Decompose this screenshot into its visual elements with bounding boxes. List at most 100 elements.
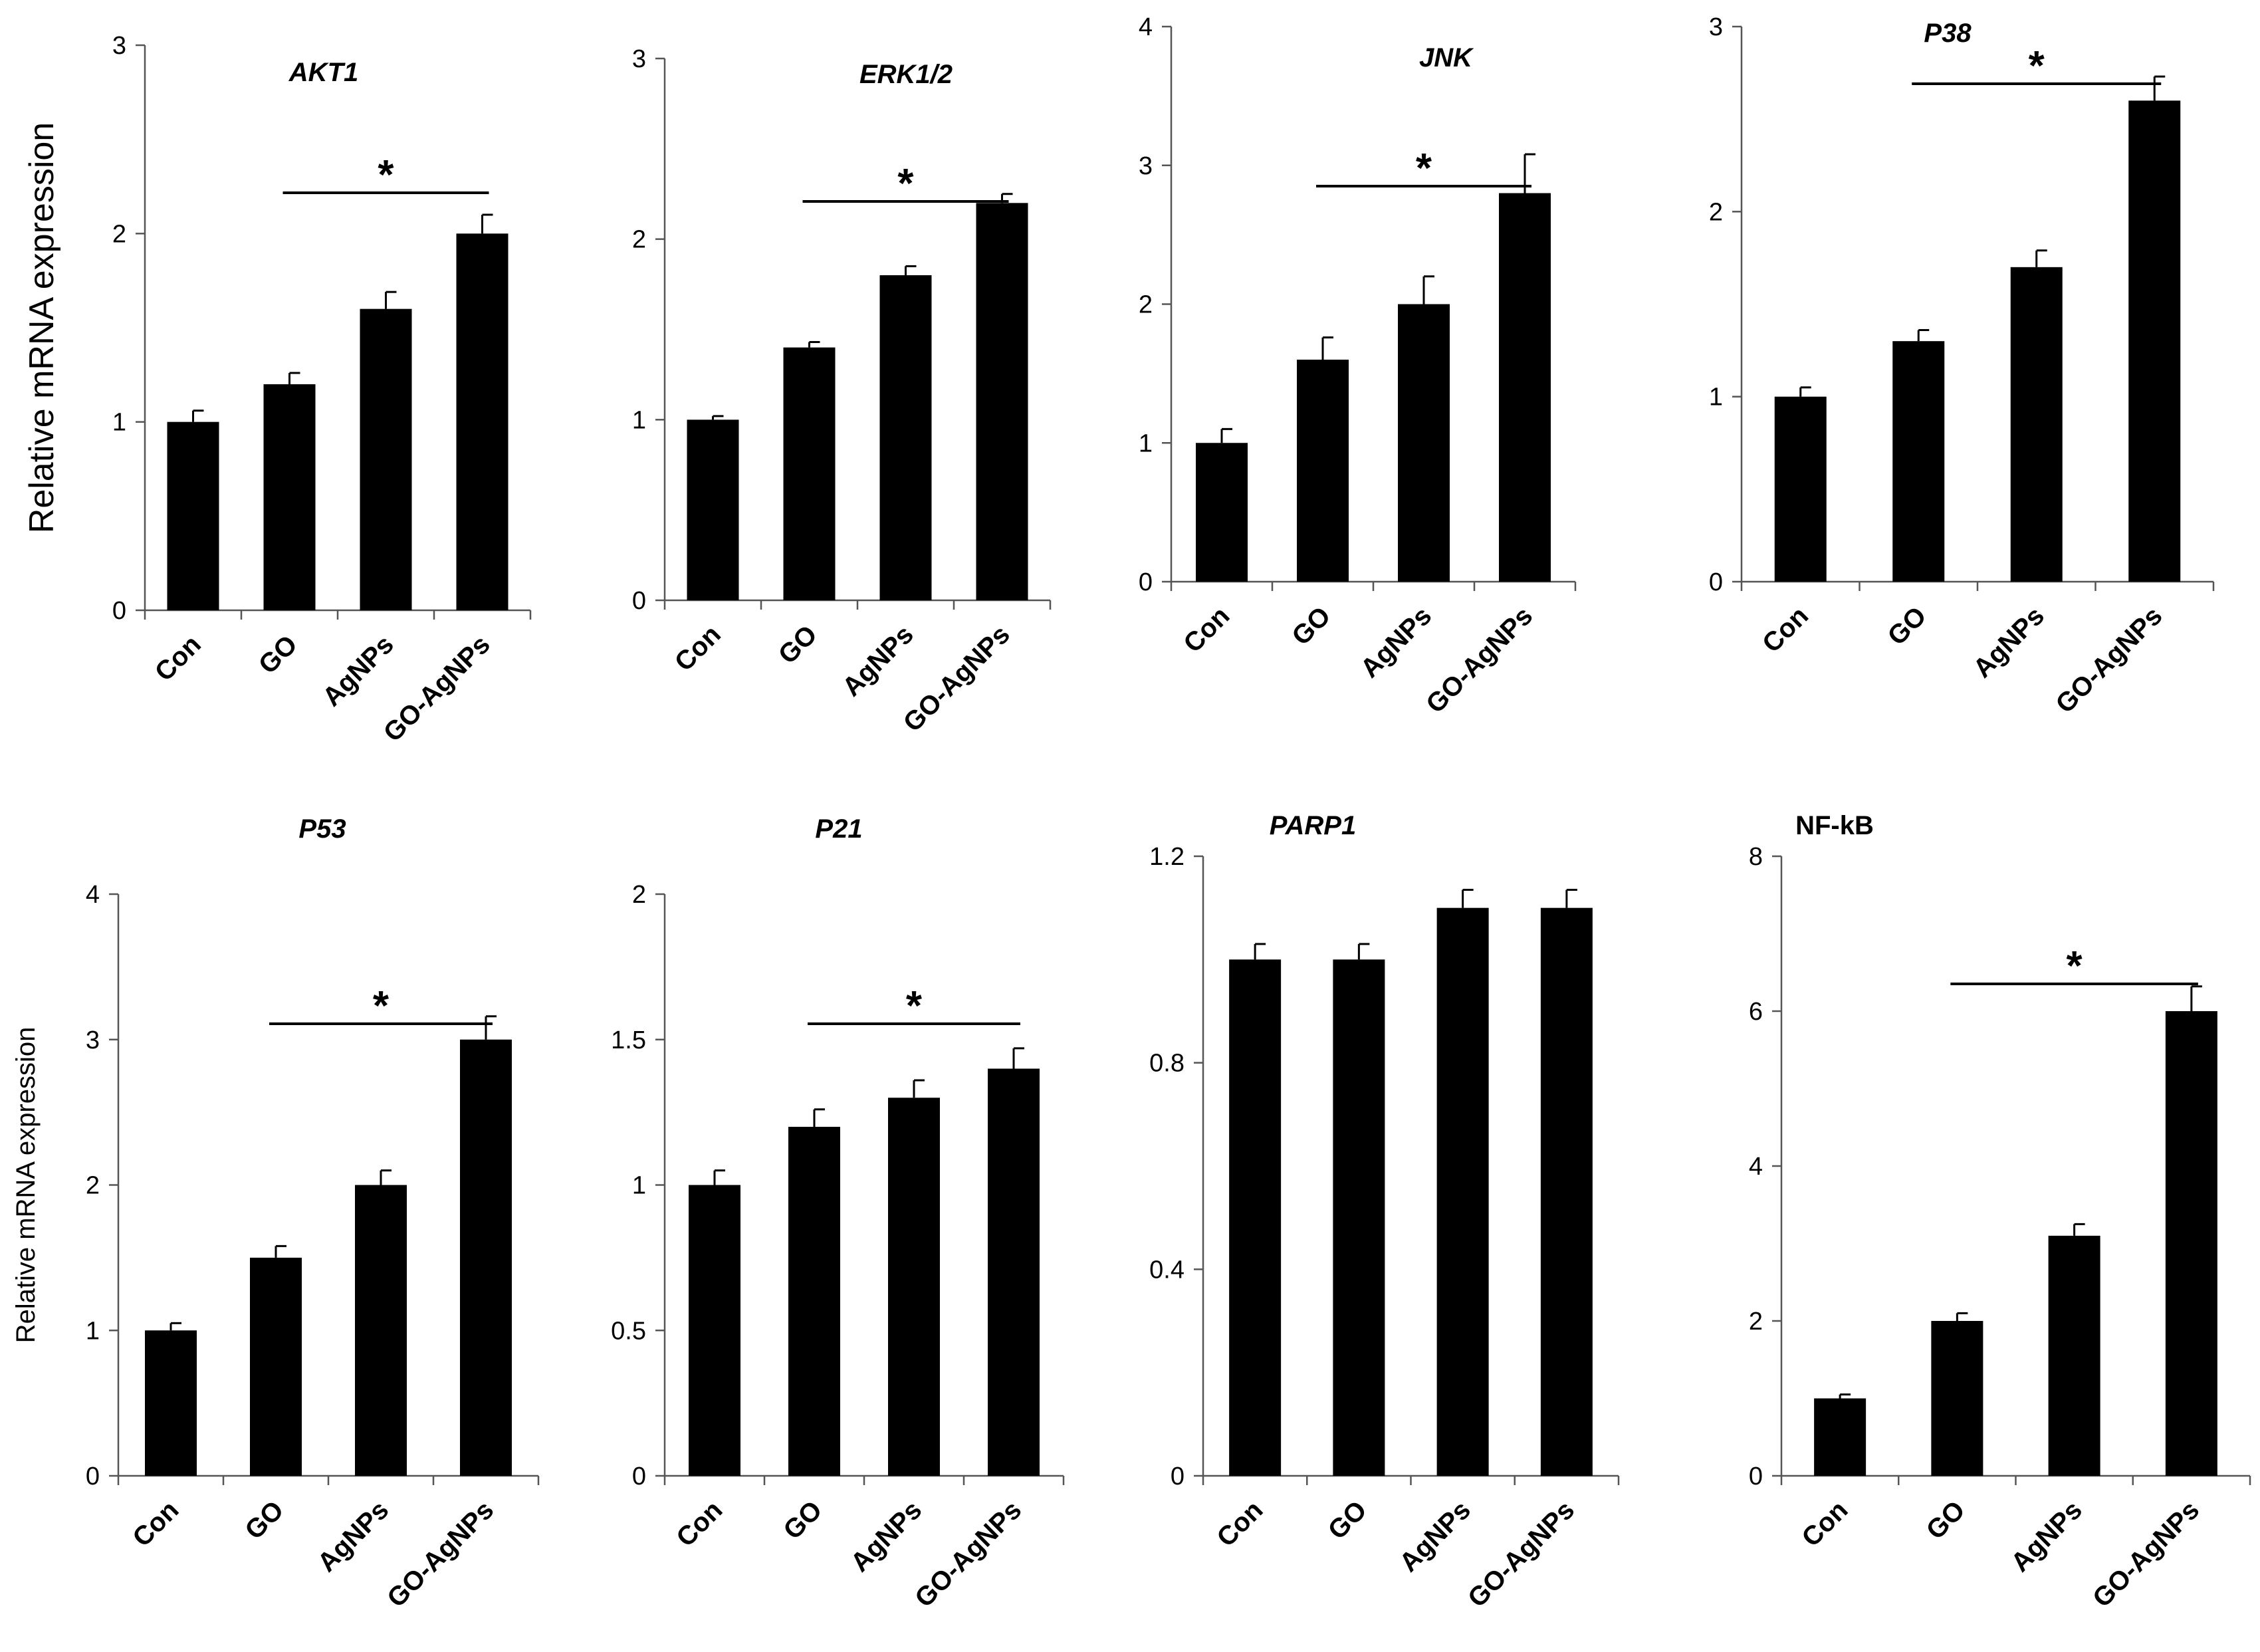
bar [1931, 1321, 1983, 1476]
x-category-label: Con [671, 1495, 728, 1552]
bar [1398, 304, 1450, 582]
x-category-label: AgNPs [1355, 601, 1438, 683]
bar [1540, 907, 1593, 1476]
bar [1196, 443, 1248, 582]
bar [250, 1257, 302, 1476]
significance-star: * [2067, 943, 2083, 989]
bar [360, 308, 412, 610]
bar [879, 275, 932, 600]
bar [1499, 193, 1551, 582]
x-category-label: AgNPs [1394, 1495, 1476, 1578]
y-tick-label: 3 [632, 45, 646, 73]
bar [456, 233, 508, 610]
chart-title: ERK1/2 [859, 60, 953, 89]
x-category-label: AgNPs [1968, 601, 2050, 683]
y-tick-label: 0 [632, 587, 646, 615]
x-category-label: GO [1882, 601, 1932, 651]
x-category-label: AgNPs [317, 630, 399, 712]
y-tick-label: 1 [1139, 429, 1153, 457]
y-tick-label: 3 [1709, 13, 1723, 41]
y-tick-label: 2 [632, 881, 646, 909]
chart-title: NF-kB [1795, 811, 1874, 840]
x-category-label: GO [773, 620, 823, 669]
y-axis-label: Relative mRNA expression [11, 1027, 41, 1344]
chart-title: P53 [298, 814, 346, 844]
bar [2010, 267, 2063, 582]
bar [988, 1068, 1040, 1476]
x-category-label: GO [239, 1495, 289, 1545]
x-category-label: GO-AgNPs [1420, 601, 1538, 719]
y-tick-label: 3 [86, 1026, 100, 1054]
y-tick-label: 2 [112, 220, 126, 248]
bar [1892, 341, 1945, 582]
bar [888, 1098, 940, 1476]
x-category-label: GO [778, 1495, 828, 1545]
y-tick-label: 3 [112, 32, 126, 60]
chart-title: PARP1 [1270, 811, 1356, 840]
x-category-label: GO-AgNPs [2087, 1495, 2205, 1613]
y-tick-label: 0 [632, 1463, 646, 1490]
significance-star: * [2029, 43, 2045, 89]
x-category-label: AgNPs [2005, 1495, 2088, 1578]
x-category-label: GO-AgNPs [1462, 1495, 1580, 1613]
y-tick-label: 0.4 [1149, 1256, 1185, 1284]
chart-panel-4: P38 0 1 2 3 Con GO AgNPs GO-AgNPs * [1709, 13, 2215, 719]
x-category-label: Con [127, 1495, 184, 1552]
bar [460, 1039, 512, 1476]
x-category-label: Con [669, 620, 727, 677]
x-category-label: GO [253, 630, 303, 679]
x-category-label: GO [1921, 1495, 1971, 1545]
x-category-label: Con [1796, 1495, 1853, 1552]
y-tick-label: 0 [112, 597, 126, 625]
y-tick-label: 1.2 [1149, 843, 1185, 871]
significance-star: * [906, 983, 923, 1029]
y-tick-label: 2 [1709, 198, 1723, 226]
y-tick-label: 4 [1139, 13, 1153, 41]
x-category-label: AgNPs [837, 620, 919, 702]
x-category-label: Con [1211, 1495, 1268, 1552]
y-tick-label: 2 [632, 226, 646, 254]
bar [687, 419, 739, 600]
bar [689, 1185, 740, 1476]
significance-star: * [378, 152, 394, 198]
bar [1229, 959, 1282, 1476]
x-category-label: GO [1286, 601, 1336, 651]
bar [2128, 100, 2181, 582]
y-tick-label: 6 [1749, 998, 1763, 1026]
y-tick-label: 2 [1139, 291, 1153, 319]
y-tick-label: 0 [1749, 1463, 1763, 1490]
y-tick-label: 4 [1749, 1153, 1763, 1181]
bar [2165, 1011, 2217, 1476]
x-category-label: Con [1757, 601, 1814, 658]
bar [167, 421, 219, 610]
x-category-label: AgNPs [312, 1495, 395, 1578]
y-axis-label: Relative mRNA expression [23, 122, 61, 533]
x-category-label: Con [150, 630, 207, 687]
y-tick-label: 3 [1139, 152, 1153, 180]
bar [1297, 360, 1349, 582]
y-tick-label: 1 [1709, 384, 1723, 412]
chart-title: P38 [1924, 19, 1972, 48]
x-category-label: GO [1323, 1495, 1373, 1545]
bar [976, 203, 1028, 600]
x-category-label: AgNPs [846, 1495, 928, 1578]
x-category-label: GO-AgNPs [909, 1495, 1027, 1613]
y-tick-label: 0 [86, 1463, 100, 1490]
chart-title: AKT1 [288, 58, 358, 87]
bar [263, 384, 316, 610]
y-tick-label: 1 [86, 1317, 100, 1345]
significance-star: * [897, 161, 914, 207]
y-tick-label: 2 [86, 1172, 100, 1200]
x-category-label: GO-AgNPs [2050, 601, 2168, 719]
y-tick-label: 0 [1171, 1463, 1185, 1490]
bar [1436, 907, 1489, 1476]
bar [1774, 396, 1827, 582]
y-tick-label: 0.8 [1149, 1050, 1185, 1078]
y-tick-label: 1 [632, 406, 646, 434]
bar [1333, 959, 1385, 1476]
